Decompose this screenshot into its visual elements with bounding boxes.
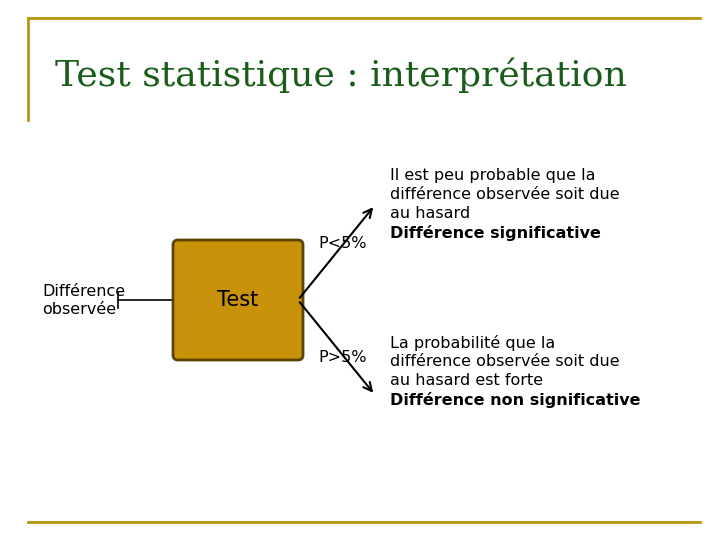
Text: Différence non significative: Différence non significative xyxy=(390,392,641,408)
Text: Il est peu probable que la: Il est peu probable que la xyxy=(390,168,595,183)
Text: P>5%: P>5% xyxy=(318,350,366,366)
Text: Différence: Différence xyxy=(42,285,125,300)
Text: La probabilité que la: La probabilité que la xyxy=(390,335,555,351)
Text: P<5%: P<5% xyxy=(318,235,366,251)
Text: au hasard: au hasard xyxy=(390,206,470,221)
Text: observée: observée xyxy=(42,302,116,318)
Text: Test statistique : interprétation: Test statistique : interprétation xyxy=(55,57,626,93)
FancyBboxPatch shape xyxy=(173,240,303,360)
Text: Test: Test xyxy=(217,290,258,310)
Text: au hasard est forte: au hasard est forte xyxy=(390,373,543,388)
Text: différence observée soit due: différence observée soit due xyxy=(390,187,620,202)
Text: différence observée soit due: différence observée soit due xyxy=(390,354,620,369)
Text: Différence significative: Différence significative xyxy=(390,225,601,241)
